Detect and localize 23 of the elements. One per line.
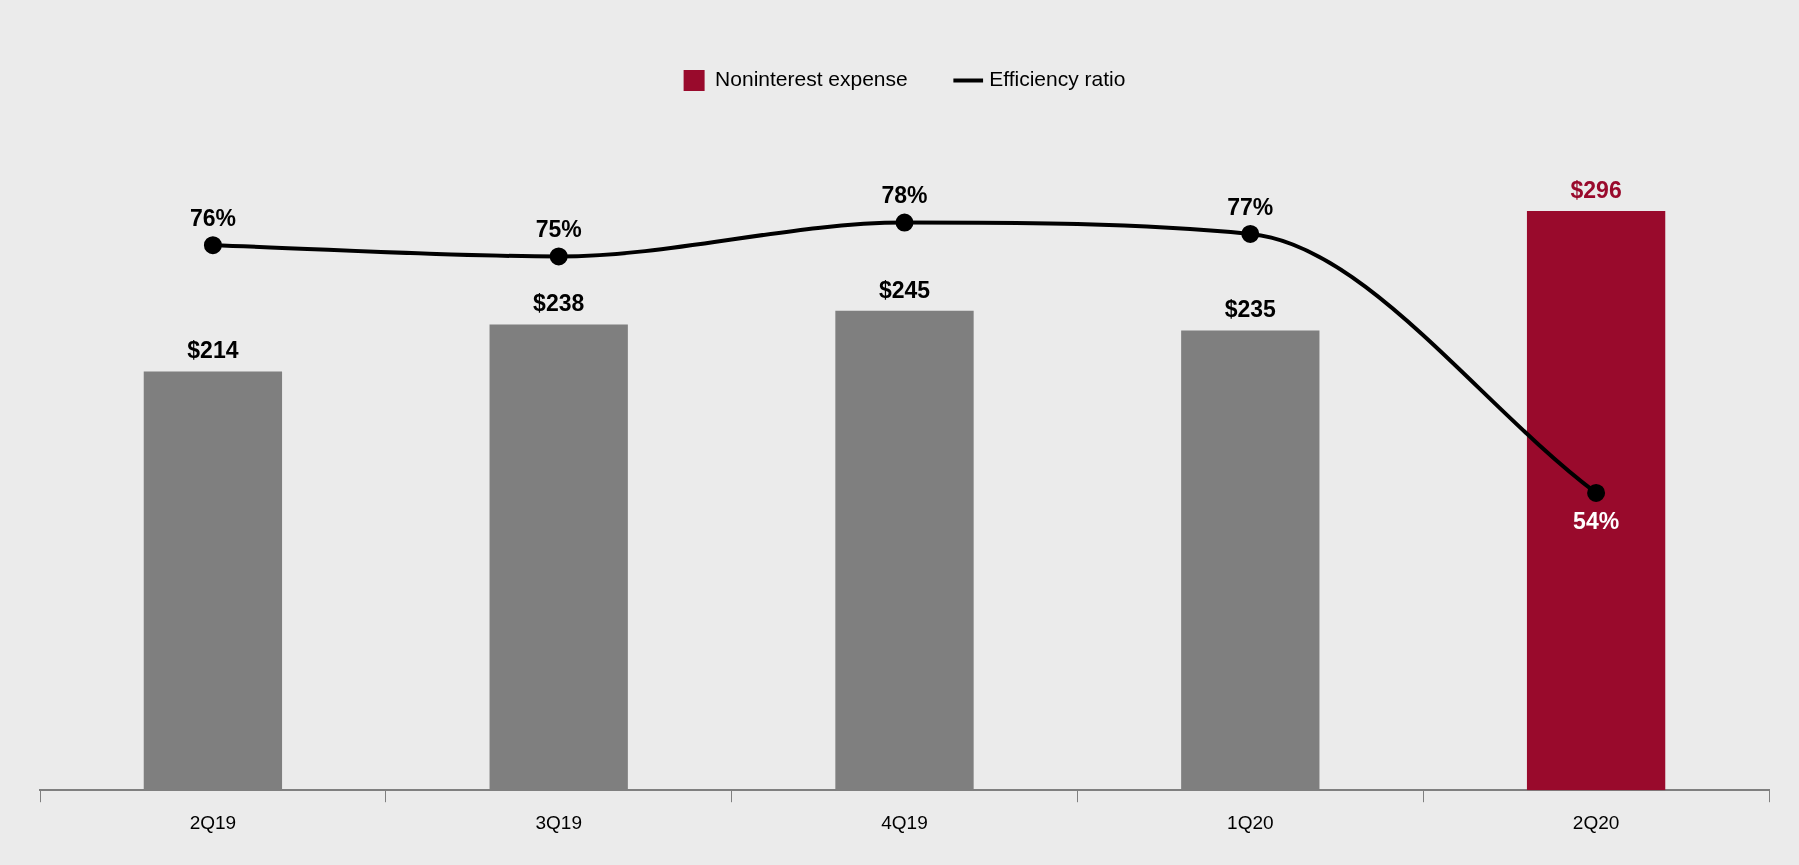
legend-label: Noninterest expense bbox=[715, 67, 908, 91]
data-label: $214 bbox=[187, 337, 239, 364]
x-tick-label: 2Q19 bbox=[189, 811, 237, 833]
x-tick-label: 3Q19 bbox=[535, 811, 582, 833]
x-tick-label: 2Q20 bbox=[1572, 811, 1620, 833]
data-label: $235 bbox=[1224, 296, 1277, 323]
point bbox=[895, 213, 914, 232]
point bbox=[549, 247, 568, 266]
x-tick-label: 4Q19 bbox=[881, 811, 928, 833]
data-label: 78% bbox=[881, 182, 928, 209]
data-label: 77% bbox=[1227, 193, 1274, 220]
data-label: $238 bbox=[533, 290, 585, 317]
bar bbox=[1526, 211, 1666, 791]
point bbox=[1587, 483, 1606, 502]
point bbox=[1241, 224, 1260, 243]
x-tick-label: 1Q20 bbox=[1227, 811, 1274, 833]
data-label: 75% bbox=[535, 216, 582, 243]
point bbox=[203, 236, 222, 255]
data-label: $296 bbox=[1570, 176, 1622, 203]
data-label: 76% bbox=[189, 204, 236, 231]
legend-label: Efficiency ratio bbox=[989, 67, 1126, 91]
data-label: $245 bbox=[878, 276, 931, 303]
data-label: 54% bbox=[1573, 507, 1620, 534]
